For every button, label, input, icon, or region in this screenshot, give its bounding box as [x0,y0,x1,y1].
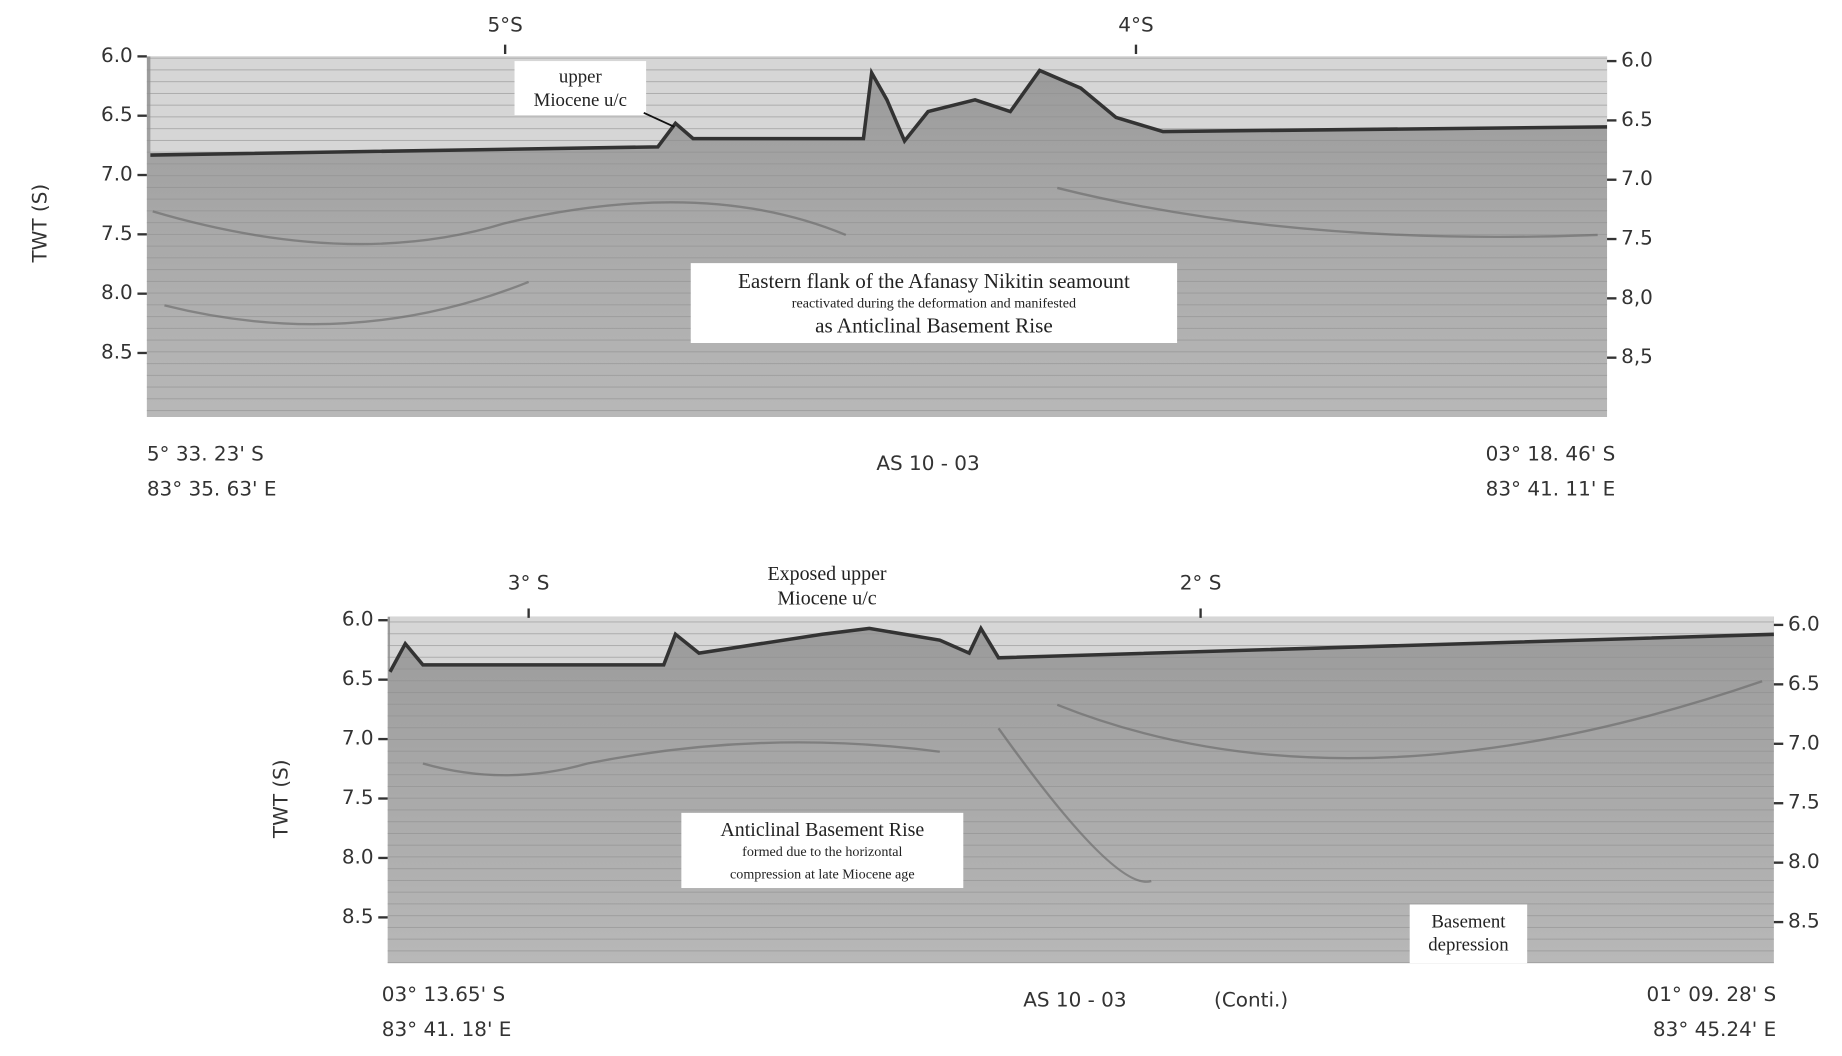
left-tick-label: 6.5 [342,666,374,690]
top-tick-label: 2° S [1180,570,1222,594]
right-tick-label: 7.0 [1788,730,1820,754]
start-coordinate: 83° 41. 18' E [382,1017,512,1041]
top-tick-label: 3° S [508,570,550,594]
axis-label: TWT (S) [268,759,292,839]
left-tick-label: 8.5 [342,904,374,928]
start-coordinate: 83° 35. 63' E [147,477,277,501]
right-tick-label: 7.5 [1621,226,1653,250]
end-coordinate: 03° 18. 46' S [1486,441,1616,465]
right-tick-label: 6.0 [1788,611,1820,635]
line-name: AS 10 - 03 [876,451,979,475]
top-tick-label: 5°S [487,12,522,36]
left-tick-label: 7.0 [342,726,374,750]
seismic-profile-2 [388,617,1774,964]
annotation-text: Exposed upper [767,563,886,585]
left-tick-label: 8.0 [101,280,133,304]
left-tick-label: 6.0 [101,43,133,67]
line-name: AS 10 - 03 [1023,988,1126,1012]
seismic-profile-1 [147,56,1607,417]
right-tick-label: 7.0 [1621,166,1653,190]
annotation-text: Miocene u/c [777,588,876,610]
end-coordinate: 01° 09. 28' S [1647,982,1777,1006]
start-coordinate: 03° 13.65' S [382,982,505,1006]
end-coordinate: 83° 41. 11' E [1486,477,1616,501]
annotation-text: Eastern flank of the Afanasy Nikitin sea… [738,269,1130,293]
right-tick-label: 6.0 [1621,48,1653,72]
annotation-text: upper [559,67,603,88]
start-coordinate: 5° 33. 23' S [147,441,264,465]
right-tick-label: 7.5 [1788,790,1820,814]
right-tick-label: 8,0 [1621,285,1653,309]
right-tick-label: 6.5 [1621,107,1653,131]
left-tick-label: 6.0 [342,607,374,631]
end-coordinate: 83° 45.24' E [1653,1017,1776,1041]
line-note: (Conti.) [1214,988,1288,1012]
left-tick-label: 7.0 [101,162,133,186]
left-tick-label: 8.5 [101,339,133,363]
right-tick-label: 6.5 [1788,671,1820,695]
annotation-text: reactivated during the deformation and m… [792,296,1076,312]
left-tick-label: 7.5 [342,785,374,809]
annotation-text: formed due to the horizontal [742,844,902,860]
right-tick-label: 8.5 [1788,909,1820,933]
annotation-text: Anticlinal Basement Rise [720,819,924,841]
left-tick-label: 8.0 [342,844,374,868]
right-tick-label: 8.0 [1788,849,1820,873]
left-tick-label: 7.5 [101,221,133,245]
axis-label: TWT (S) [28,184,52,264]
top-tick-label: 4°S [1118,12,1153,36]
annotation-text: depression [1428,935,1509,956]
annotation-text: Miocene u/c [534,90,627,111]
seismic-figure: 5°S 4°S TWT (S) 6.0 6.5 7.0 7.5 8.0 8.5 6.0 6.5 7.0… [0,0,1842,1056]
right-tick-label: 8,5 [1621,344,1653,368]
annotation-text: Basement [1431,911,1506,932]
annotation-text: as Anticlinal Basement Rise [815,314,1053,338]
annotation-text: compression at late Miocene age [730,866,915,882]
left-tick-label: 6.5 [101,102,133,126]
